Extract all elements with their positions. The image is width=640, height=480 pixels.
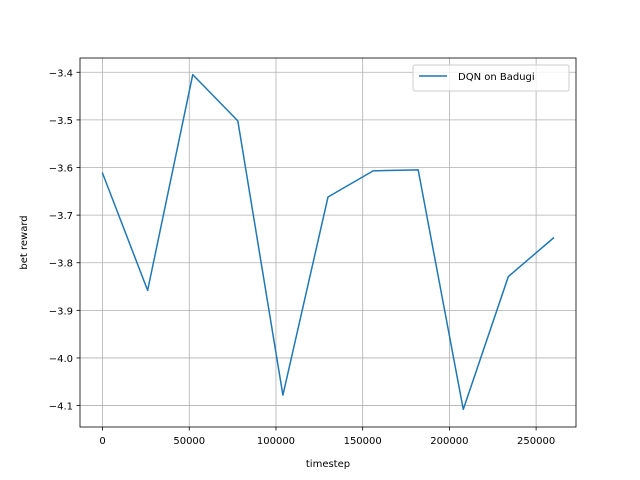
- y-tick-label: −4.0: [49, 354, 73, 365]
- x-tick-label: 0: [99, 436, 105, 447]
- legend-box: [412, 64, 570, 92]
- y-axis-label: bet reward: [19, 215, 30, 269]
- series-layer: [101, 73, 555, 411]
- y-tick-label: −3.9: [49, 306, 73, 317]
- y-tick-label: −3.5: [49, 116, 73, 127]
- x-tick-label: 150000: [344, 436, 382, 447]
- legend: DQN on Badugi: [412, 64, 570, 92]
- legend-label: DQN on Badugi: [458, 72, 535, 83]
- x-tick-label: 50000: [173, 436, 205, 447]
- plot-frame: [79, 57, 577, 428]
- y-tick-label: −3.6: [49, 164, 73, 175]
- x-axis-label: timestep: [306, 459, 350, 470]
- y-axis: −3.4 −3.5 −3.6 −3.7 −3.8 −3.9 −4.0 −4.1: [49, 68, 80, 413]
- x-axis: 0 50000 100000 150000 200000 250000: [99, 427, 555, 447]
- x-tick-label: 250000: [517, 436, 555, 447]
- x-tick-label: 200000: [430, 436, 468, 447]
- series-line: [101, 73, 555, 411]
- y-tick-label: −3.4: [49, 68, 73, 79]
- y-tick-label: −3.7: [49, 211, 73, 222]
- y-tick-label: −4.1: [49, 402, 73, 413]
- x-tick-label: 100000: [257, 436, 295, 447]
- y-tick-label: −3.8: [49, 259, 73, 270]
